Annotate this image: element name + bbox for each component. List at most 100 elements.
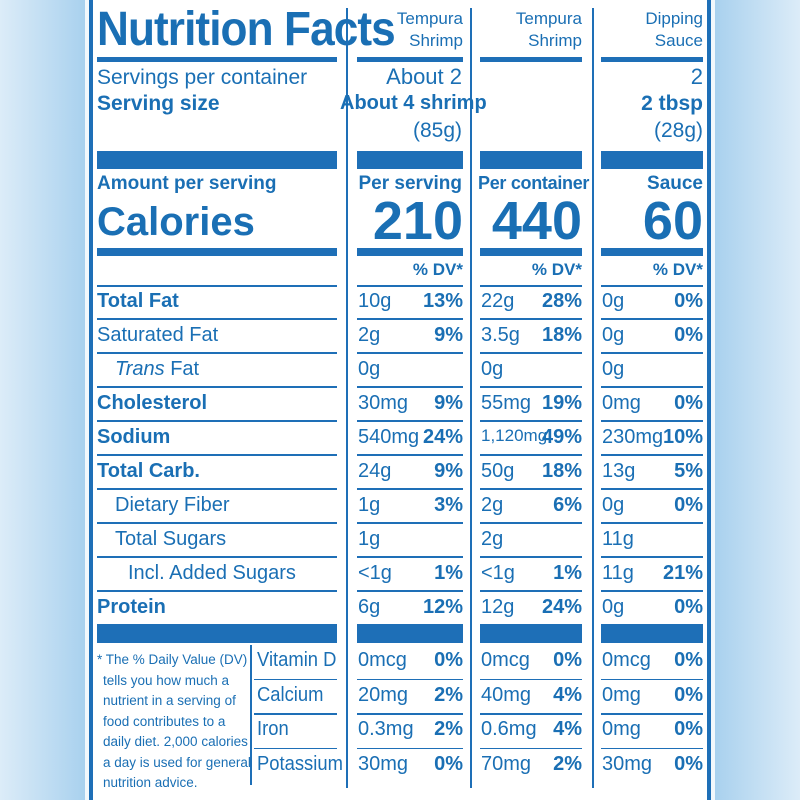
nutrient-amount: 540mg	[358, 426, 420, 448]
vitamin-row-rule	[480, 678, 582, 680]
vitamin-amount: 0mcg	[602, 649, 651, 671]
row-rule	[480, 285, 582, 287]
nutrient-dv: 1%	[434, 562, 463, 584]
nutrient-amount: 0g	[602, 596, 625, 618]
nutrient-amount: 2g	[358, 324, 381, 346]
row-rule	[601, 352, 703, 354]
vitamin-amount: 30mg	[358, 752, 409, 775]
nutrient-amount: 0g	[358, 358, 381, 380]
nutrient-dv: 24%	[422, 426, 463, 448]
amount-header-1: Per serving	[358, 173, 463, 194]
header-rule	[357, 57, 463, 62]
row-rule	[601, 590, 703, 592]
vitamin-row-rule	[254, 747, 337, 749]
thick-rule	[97, 151, 337, 169]
vitamin-dv: 2%	[553, 752, 582, 775]
nutrient-amount: 12g	[481, 596, 515, 618]
column-header-1: Tempura Shrimp	[396, 9, 463, 50]
vitamin-dv: 0%	[674, 683, 703, 706]
amount-header-3: Sauce	[647, 173, 703, 194]
nutrient-dv: 0%	[674, 494, 703, 516]
row-rule	[480, 454, 582, 456]
vitamin-row-rule	[480, 747, 582, 749]
footnote-divider	[250, 645, 252, 785]
nutrient-dv: 9%	[434, 460, 463, 482]
calories-value-2: 440	[491, 191, 582, 251]
vitamin-row-rule	[357, 747, 463, 749]
calories-rule	[97, 248, 337, 256]
nutrient-amount: 0g	[602, 324, 625, 346]
nutrient-name-text: Total Fat	[97, 290, 179, 312]
footnote-line: food contributes to a	[103, 713, 226, 729]
servings-value-3: 2	[690, 64, 703, 89]
vitamin-dv: 0%	[434, 752, 463, 775]
amount-per-serving-label: Amount per serving	[97, 173, 277, 194]
nutrient-amount: 11g	[602, 562, 634, 584]
vitamin-row-rule	[357, 713, 463, 715]
nutrient-name: Incl. Added Sugars	[128, 562, 296, 585]
row-rule	[97, 386, 337, 388]
nutrient-dv: 0%	[674, 392, 703, 414]
nutrient-name-text: Fat	[164, 358, 200, 380]
nutrient-dv: 28%	[541, 290, 582, 312]
vitamin-dv: 0%	[434, 649, 463, 671]
nutrient-dv: 21%	[662, 562, 703, 584]
nutrient-dv: 10%	[662, 426, 703, 448]
vitamin-dv: 4%	[553, 718, 582, 740]
nutrient-amount: 1g	[358, 528, 381, 550]
right-package-edge	[715, 0, 800, 800]
footnote-line: * The % Daily Value (DV)	[97, 652, 248, 667]
nutrient-dv: 49%	[541, 426, 582, 448]
nutrient-name: Protein	[97, 596, 166, 619]
nutrient-amount: 0g	[481, 358, 504, 380]
nutrient-name: Trans Fat	[115, 358, 199, 381]
row-rule	[480, 522, 582, 524]
row-rule	[357, 318, 463, 320]
row-rule	[601, 420, 703, 422]
header-rule	[480, 57, 582, 62]
nutrient-name: Total Carb.	[97, 460, 200, 483]
column-header-2: Tempura Shrimp	[515, 9, 582, 50]
vitamin-row-rule	[254, 678, 337, 680]
calories-rule	[601, 248, 703, 256]
row-rule	[601, 624, 703, 626]
amount-header-2: Per container	[478, 173, 590, 193]
footnote-line: nutrition advice.	[103, 775, 198, 790]
nutrient-amount: <1g	[358, 562, 392, 584]
vitamin-amount: 0mcg	[481, 649, 530, 671]
row-rule	[357, 352, 463, 354]
nutrient-amount: 1,120mg	[481, 426, 548, 445]
serving-weight-value-1: (85g)	[412, 119, 462, 142]
row-rule	[357, 454, 463, 456]
nutrient-dv: 0%	[674, 324, 703, 346]
nutrient-dv: 24%	[541, 596, 582, 618]
calories-value-3: 60	[642, 191, 703, 251]
vitamin-amount: 20mg	[358, 683, 409, 706]
nutrient-amount: 11g	[602, 528, 634, 550]
row-rule	[601, 488, 703, 490]
vitamin-dv: 4%	[553, 683, 582, 706]
thick-rule	[357, 151, 463, 169]
row-rule	[601, 556, 703, 558]
nutrient-name: Total Fat	[97, 290, 179, 313]
servings-value-1: About 2	[386, 64, 462, 89]
row-rule	[97, 522, 337, 524]
nutrient-amount: <1g	[481, 562, 515, 584]
nutrient-dv: 18%	[541, 460, 582, 482]
label-panel	[89, 0, 711, 800]
serving-size-label: Serving size	[97, 92, 220, 115]
row-rule	[357, 285, 463, 287]
label-title: Nutrition Facts	[97, 3, 396, 56]
nutrient-name-text: Saturated Fat	[97, 324, 219, 346]
nutrient-amount: 30mg	[358, 392, 409, 414]
calories-value-1: 210	[372, 191, 463, 251]
vitamin-name: Calcium	[257, 683, 324, 706]
nutrient-amount: 0g	[602, 494, 625, 516]
row-rule	[357, 556, 463, 558]
column-divider	[470, 8, 472, 788]
row-rule	[357, 488, 463, 490]
thick-rule	[480, 151, 582, 169]
row-rule	[601, 386, 703, 388]
nutrient-name: Dietary Fiber	[115, 494, 229, 517]
